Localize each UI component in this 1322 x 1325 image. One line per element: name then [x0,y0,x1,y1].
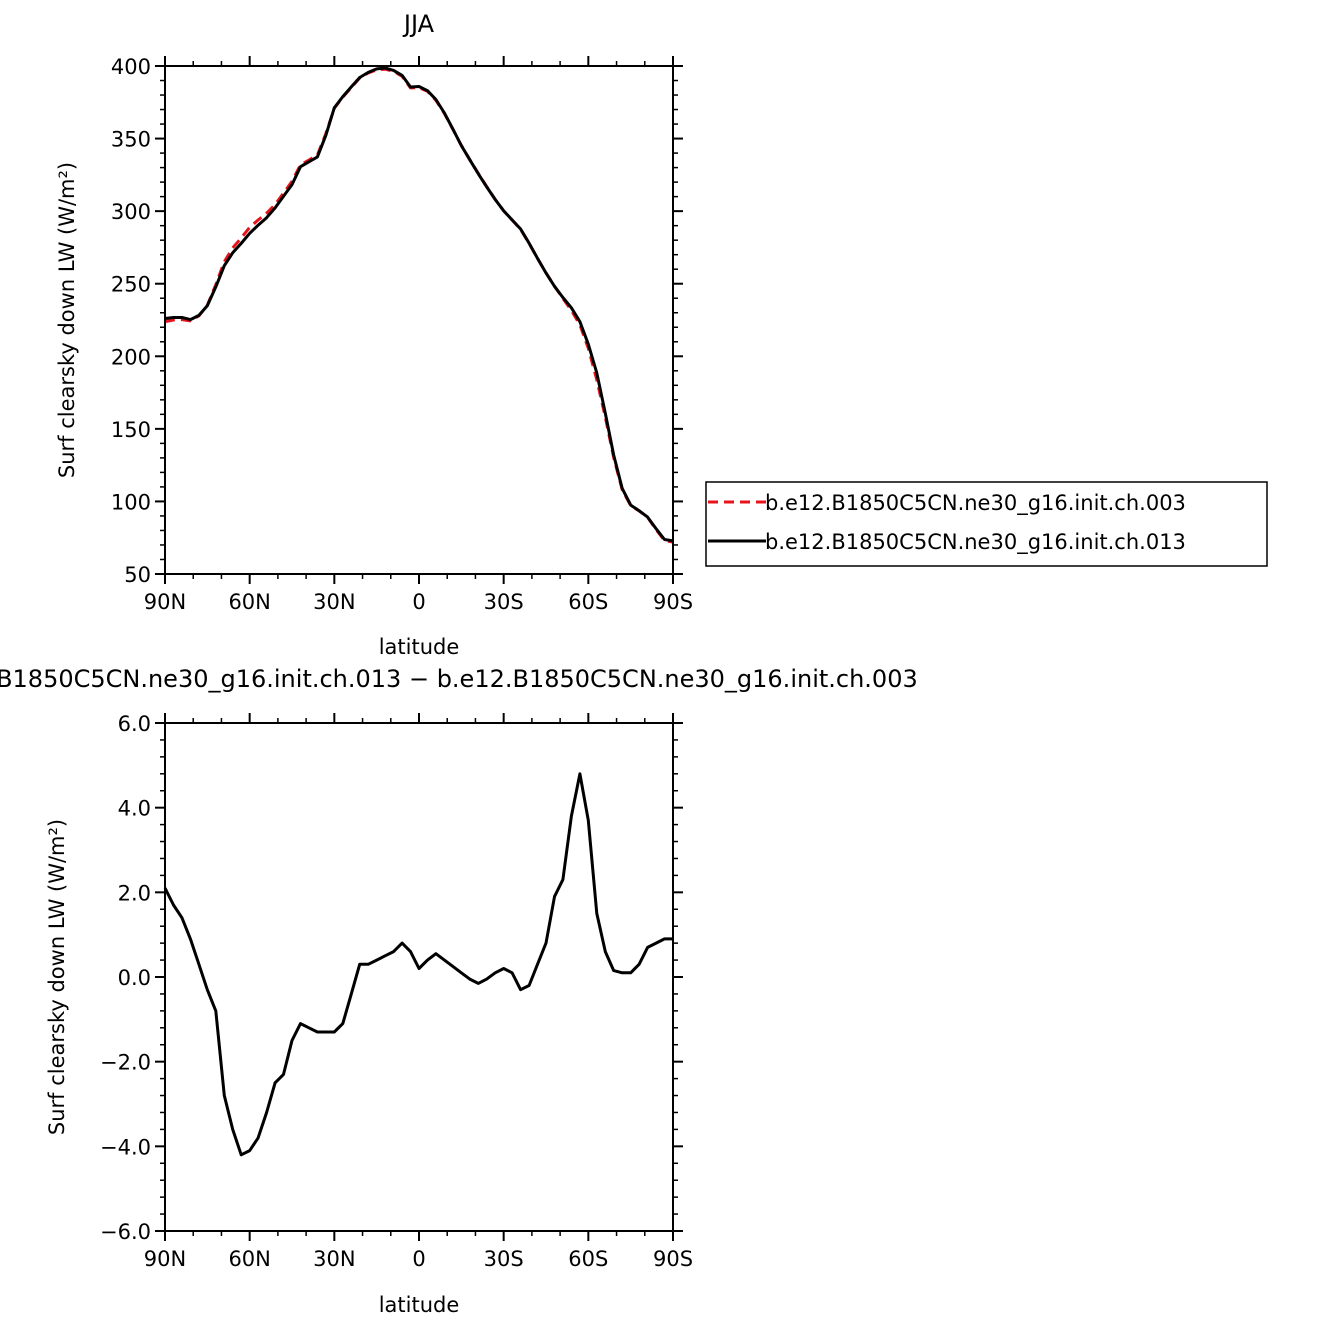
legend: b.e12.B1850C5CN.ne30_g16.init.ch.003 b.e… [705,481,1268,567]
bottom-x-tick-label: 60S [568,1247,608,1271]
bottom-y-tick-label: −4.0 [100,1135,151,1159]
top-series-line-1 [164,66,674,543]
top-x-tick-label: 60S [568,590,608,614]
bottom-x-tick-label: 30S [484,1247,524,1271]
bottom-x-axis-label: latitude [379,1293,460,1317]
top-x-tick-label: 0 [412,590,425,614]
top-y-tick-label: 100 [111,490,151,514]
top-y-tick-label: 200 [111,345,151,369]
top-x-tick-label: 30N [313,590,355,614]
bottom-y-tick-label: 6.0 [118,712,151,736]
top-x-tick-label: 90N [144,590,186,614]
top-y-axis-label: Surf clearsky down LW (W/m²) [55,162,79,478]
bottom-y-tick-label: −6.0 [100,1220,151,1244]
top-panel: JJA 90N 60N 30N 0 30S 60S 90S 50 100 150 200 250 300… [55,10,693,659]
top-plot-frame [164,65,674,575]
top-series-line-0 [164,67,674,544]
legend-label-ch003: b.e12.B1850C5CN.ne30_g16.init.ch.003 [765,491,1186,516]
legend-label-ch013: b.e12.B1850C5CN.ne30_g16.init.ch.013 [765,530,1186,555]
top-tick-labels: 90N 60N 30N 0 30S 60S 90S 50 100 150 200 250 300 350 4… [111,55,693,614]
bottom-chart-title: b.e12.B1850C5CN.ne30_g16.init.ch.013 − b… [0,665,918,693]
bottom-tick-labels: 90N 60N 30N 0 30S 60S 90S −6.0 −4.0 −2.0 0.0 2.0 4.0… [100,712,693,1271]
top-x-tick-label: 90S [653,590,693,614]
top-y-tick-label: 150 [111,418,151,442]
bottom-y-tick-label: 4.0 [118,797,151,821]
bottom-x-tick-label: 30N [313,1247,355,1271]
top-y-tick-label: 350 [111,128,151,152]
bottom-x-tick-label: 90N [144,1247,186,1271]
bottom-y-axis-label: Surf clearsky down LW (W/m²) [45,819,69,1135]
bottom-series-group [163,772,673,1157]
bottom-panel: b.e12.B1850C5CN.ne30_g16.init.ch.013 − b… [0,665,918,1317]
top-y-tick-label: 250 [111,273,151,297]
bottom-series-line-0 [163,772,673,1157]
bottom-y-tick-label: −2.0 [100,1051,151,1075]
bottom-y-tick-label: 2.0 [118,881,151,905]
bottom-x-tick-label: 90S [653,1247,693,1271]
top-x-axis-label: latitude [379,635,460,659]
top-series-group [164,66,674,544]
top-chart-title: JJA [402,10,435,38]
legend-box [705,481,1268,567]
top-y-tick-label: 50 [124,563,151,587]
top-x-tick-label: 30S [484,590,524,614]
bottom-x-tick-label: 60N [228,1247,270,1271]
top-y-tick-label: 400 [111,55,151,79]
bottom-y-tick-label: 0.0 [118,966,151,990]
top-y-tick-label: 300 [111,200,151,224]
bottom-x-tick-label: 0 [412,1247,425,1271]
top-x-tick-label: 60N [228,590,270,614]
bottom-axis-ticks [155,713,683,1241]
bottom-plot-frame [164,722,674,1232]
top-axis-ticks [155,56,683,584]
